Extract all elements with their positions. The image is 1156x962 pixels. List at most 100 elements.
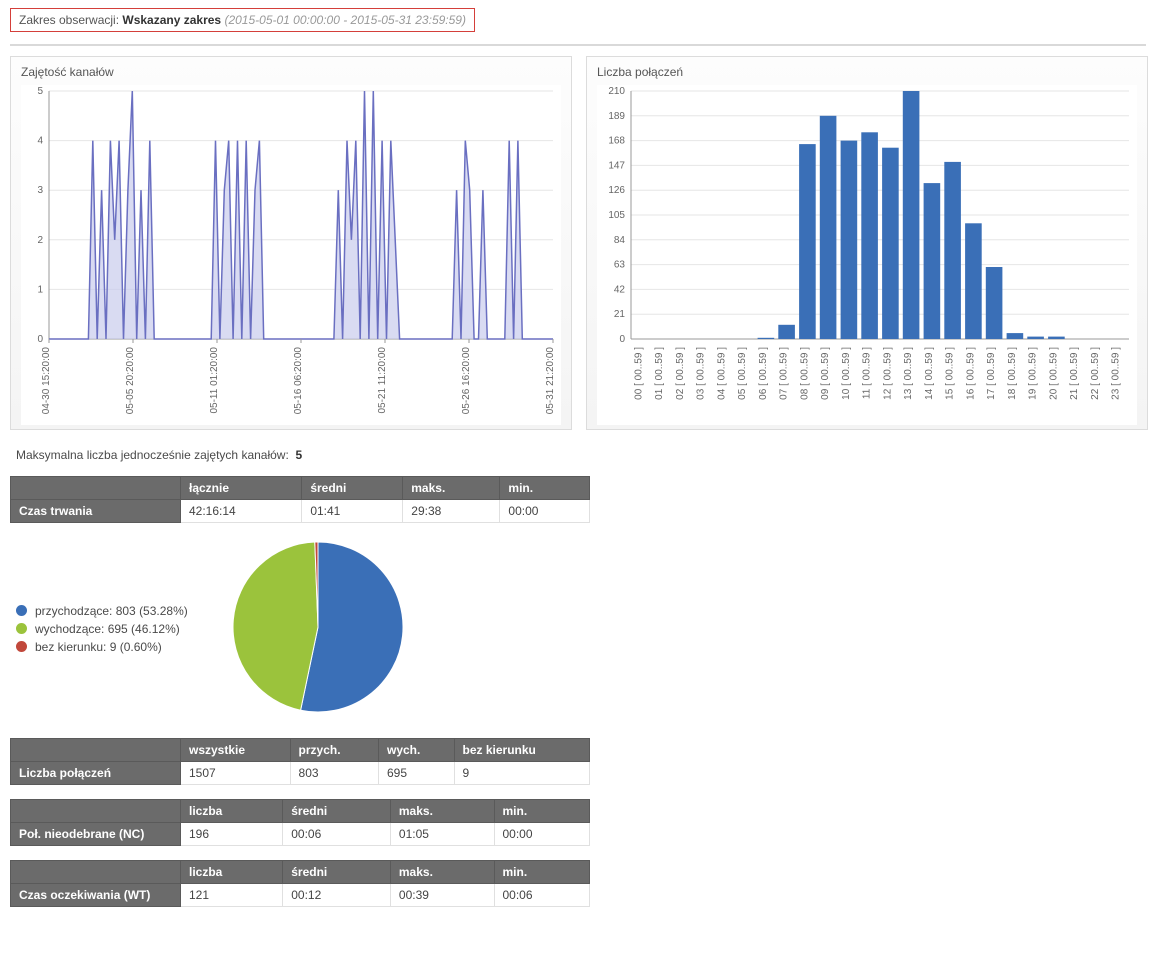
svg-text:19 [ 00..59 ]: 19 [ 00..59 ] [1028,347,1039,400]
range-dates: (2015-05-01 00:00:00 - 2015-05-31 23:59:… [224,13,466,27]
cell: 9 [454,762,590,785]
svg-text:2: 2 [37,235,43,246]
col-header: bez kierunku [454,739,590,762]
svg-text:04 [ 00..59 ]: 04 [ 00..59 ] [716,347,727,400]
svg-text:01 [ 00..59 ]: 01 [ 00..59 ] [654,347,665,400]
svg-text:17 [ 00..59 ]: 17 [ 00..59 ] [986,347,997,400]
svg-text:0: 0 [37,334,43,345]
svg-text:63: 63 [614,260,626,271]
svg-text:05-31 21:20:00: 05-31 21:20:00 [545,347,556,415]
col-header [11,800,181,823]
channels-chart-title: Zajętość kanałów [21,65,561,79]
legend-label: wychodzące: 695 (46.12%) [35,622,180,636]
cell: 01:41 [302,500,403,523]
row-label: Czas trwania [11,500,181,523]
cell: 803 [290,762,378,785]
wt-table: liczbaśrednimaks.min.Czas oczekiwania (W… [10,860,590,907]
legend-row: bez kierunku: 9 (0.60%) [16,640,188,654]
col-header: wych. [379,739,455,762]
col-header: średni [283,800,391,823]
calls-chart-title: Liczba połączeń [597,65,1137,79]
svg-text:08 [ 00..59 ]: 08 [ 00..59 ] [799,347,810,400]
svg-text:05-05 20:20:00: 05-05 20:20:00 [125,347,136,415]
col-header: min. [500,477,590,500]
cell: 42:16:14 [181,500,302,523]
svg-text:189: 189 [608,111,625,122]
svg-text:5: 5 [37,86,43,97]
svg-text:14 [ 00..59 ]: 14 [ 00..59 ] [924,347,935,400]
row-label: Poł. nieodebrane (NC) [11,823,181,846]
svg-text:20 [ 00..59 ]: 20 [ 00..59 ] [1048,347,1059,400]
svg-text:210: 210 [608,86,625,97]
observation-range-bar: Zakres obserwacji: Wskazany zakres (2015… [10,8,475,32]
svg-text:126: 126 [608,185,625,196]
svg-text:03 [ 00..59 ]: 03 [ 00..59 ] [696,347,707,400]
svg-text:147: 147 [608,160,625,171]
cell: 196 [181,823,283,846]
col-header: wszystkie [181,739,291,762]
range-value: Wskazany zakres [122,13,221,27]
cell: 1507 [181,762,291,785]
col-header: min. [494,800,590,823]
svg-text:3: 3 [37,185,43,196]
svg-text:168: 168 [608,136,625,147]
channels-chart: 01234504-30 15:20:0005-05 20:20:0005-11 … [21,85,561,425]
cell: 695 [379,762,455,785]
col-header [11,739,181,762]
svg-text:0: 0 [619,334,625,345]
calls-chart-box: Liczba połączeń 021426384105126147168189… [586,56,1148,430]
duration-table: łącznieśrednimaks.min. Czas trwania42:16:… [10,476,590,523]
svg-text:11 [ 00..59 ]: 11 [ 00..59 ] [862,347,873,399]
max-channels-value: 5 [295,448,302,462]
legend-swatch [16,641,27,652]
legend-swatch [16,605,27,616]
row-label: Liczba połączeń [11,762,181,785]
col-header [11,477,181,500]
svg-text:42: 42 [614,284,626,295]
row-label: Czas oczekiwania (WT) [11,884,181,907]
col-header: średni [302,477,403,500]
svg-text:07 [ 00..59 ]: 07 [ 00..59 ] [779,347,790,400]
range-label: Zakres obserwacji: [19,13,119,27]
svg-text:23 [ 00..59 ]: 23 [ 00..59 ] [1111,347,1122,400]
svg-text:21: 21 [614,309,626,320]
cell: 01:05 [390,823,494,846]
channels-chart-box: Zajętość kanałów 01234504-30 15:20:0005-… [10,56,572,430]
svg-text:21 [ 00..59 ]: 21 [ 00..59 ] [1069,347,1080,400]
legend-row: wychodzące: 695 (46.12%) [16,622,188,636]
svg-text:10 [ 00..59 ]: 10 [ 00..59 ] [841,347,852,400]
legend-label: przychodzące: 803 (53.28%) [35,604,188,618]
col-header [11,861,181,884]
divider [10,44,1146,46]
cell: 00:12 [283,884,391,907]
cell: 00:00 [500,500,590,523]
svg-text:13 [ 00..59 ]: 13 [ 00..59 ] [903,347,914,400]
col-header: łącznie [181,477,302,500]
svg-text:05-26 16:20:00: 05-26 16:20:00 [461,347,472,415]
svg-text:12 [ 00..59 ]: 12 [ 00..59 ] [882,347,893,400]
nc-table: liczbaśrednimaks.min. Poł. nieodebrane (N… [10,799,590,846]
svg-text:06 [ 00..59 ]: 06 [ 00..59 ] [758,347,769,400]
cell: 00:39 [390,884,494,907]
pie-legend: przychodzące: 803 (53.28%) wychodzące: 69… [16,600,188,658]
col-header: min. [494,861,590,884]
col-header: liczba [181,800,283,823]
svg-text:16 [ 00..59 ]: 16 [ 00..59 ] [965,347,976,400]
cell: 121 [181,884,283,907]
svg-text:22 [ 00..59 ]: 22 [ 00..59 ] [1090,347,1101,400]
svg-text:05 [ 00..59 ]: 05 [ 00..59 ] [737,347,748,400]
col-header: maks. [390,861,494,884]
calls-table: wszystkieprzych.wych.bez kierunkuLiczba … [10,738,590,785]
max-channels-line: Maksymalna liczba jednocześnie zajętych … [16,448,1146,462]
col-header: maks. [403,477,500,500]
col-header: liczba [181,861,283,884]
svg-text:04-30 15:20:00: 04-30 15:20:00 [41,347,52,415]
cell: 00:06 [283,823,391,846]
cell: 00:00 [494,823,590,846]
pie-chart [228,537,408,720]
cell: 00:06 [494,884,590,907]
col-header: maks. [390,800,494,823]
cell: 29:38 [403,500,500,523]
calls-chart: 02142638410512614716818921000 [ 00..59 ]… [597,85,1137,425]
svg-text:4: 4 [37,136,43,147]
